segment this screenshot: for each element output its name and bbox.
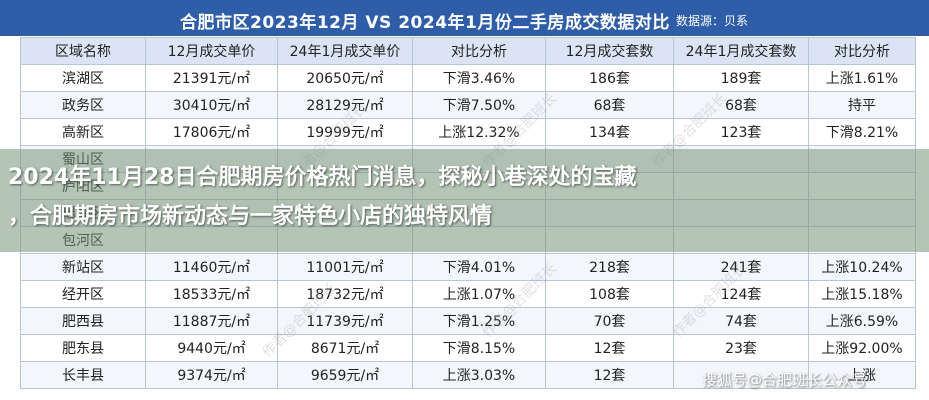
table-cell: 17806元/㎡ [145, 118, 278, 146]
table-row: 长丰县 9374元/㎡ 9659元/㎡ 上涨3.03% 12套 上涨 [20, 361, 916, 389]
column-header: 区域名称 [20, 37, 146, 65]
table-cell: 政务区 [20, 91, 146, 119]
table-cell: 20650元/㎡ [277, 64, 413, 92]
table-cell: 108套 [545, 280, 674, 308]
table-cell: 21391元/㎡ [145, 64, 278, 92]
table-cell: 12套 [545, 334, 674, 362]
table-row: 政务区 30410元/㎡ 28129元/㎡ 下滑7.50% 68套 68套 持平 [20, 91, 916, 119]
table-header-row: 区域名称 12月成交单价 24年1月成交单价 对比分析 12月成交套数 24年1… [20, 37, 916, 65]
table-cell: 218套 [545, 253, 674, 281]
table-cell: 新站区 [20, 253, 146, 281]
table-row: 肥西县 11887元/㎡ 11739元/㎡ 下滑1.25% 70套 74套 上涨6.59% [20, 307, 916, 335]
table-cell: 134套 [545, 118, 674, 146]
table-row: 肥东县 9440元/㎡ 8671元/㎡ 下滑8.15% 12套 23套 上涨92.00% [20, 334, 916, 362]
table-title-bar: 合肥市区2023年12月 VS 2024年1月份二手房成交数据对比 数据源：贝系 [0, 0, 929, 36]
table-cell: 上涨15.18% [808, 280, 916, 308]
column-header: 12月成交单价 [145, 37, 278, 65]
headline: 2024年11月28日合肥期房价格热门消息，探秘小巷深处的宝藏 ，合肥期房市场新… [0, 158, 929, 236]
table-cell: 68套 [545, 91, 674, 119]
table-cell: 241套 [673, 253, 809, 281]
table-cell: 上涨 [808, 361, 916, 389]
table-cell: 上涨3.03% [412, 361, 546, 389]
table-cell: 19999元/㎡ [277, 118, 413, 146]
table-cell: 9659元/㎡ [277, 361, 413, 389]
table-cell [673, 361, 809, 389]
table-cell: 下滑8.15% [412, 334, 546, 362]
table-cell: 11460元/㎡ [145, 253, 278, 281]
table-row: 新站区 11460元/㎡ 11001元/㎡ 下滑4.01% 218套 241套 上涨10.2… [20, 253, 916, 281]
table-cell: 12套 [545, 361, 674, 389]
table-cell: 下滑3.46% [412, 64, 546, 92]
table-cell: 30410元/㎡ [145, 91, 278, 119]
column-header: 24年1月成交套数 [673, 37, 809, 65]
table-cell: 肥东县 [20, 334, 146, 362]
table-cell: 189套 [673, 64, 809, 92]
table-row: 滨湖区 21391元/㎡ 20650元/㎡ 下滑3.46% 186套 189套 上涨1.61… [20, 64, 916, 92]
table-cell: 高新区 [20, 118, 146, 146]
table-cell: 下滑7.50% [412, 91, 546, 119]
table-cell: 23套 [673, 334, 809, 362]
table-cell: 8671元/㎡ [277, 334, 413, 362]
table-cell: 持平 [808, 91, 916, 119]
table-cell: 长丰县 [20, 361, 146, 389]
column-header: 12月成交套数 [545, 37, 674, 65]
headline-line-2: ，合肥期房市场新动态与一家特色小店的独特风情 [8, 204, 493, 229]
table-cell: 186套 [545, 64, 674, 92]
headline-overlay [0, 149, 929, 252]
data-source: 数据源：贝系 [676, 14, 749, 28]
column-header: 对比分析 [412, 37, 546, 65]
table-cell: 上涨92.00% [808, 334, 916, 362]
table-cell: 上涨6.59% [808, 307, 916, 335]
table-cell: 上涨1.61% [808, 64, 916, 92]
table-cell: 11887元/㎡ [145, 307, 278, 335]
table-cell: 下滑1.25% [412, 307, 546, 335]
table-title: 合肥市区2023年12月 VS 2024年1月份二手房成交数据对比 [180, 13, 670, 33]
table-cell: 下滑8.21% [808, 118, 916, 146]
footer-watermark: 搜狐号@合肥班长公众号 [702, 371, 868, 389]
table-cell: 11001元/㎡ [277, 253, 413, 281]
table-cell: 下滑4.01% [412, 253, 546, 281]
table-cell: 18533元/㎡ [145, 280, 278, 308]
table-cell: 上涨12.32% [412, 118, 546, 146]
table-cell: 滨湖区 [20, 64, 146, 92]
table-cell: 9374元/㎡ [145, 361, 278, 389]
column-header: 24年1月成交单价 [277, 37, 413, 65]
table-cell: 9440元/㎡ [145, 334, 278, 362]
table-cell: 68套 [673, 91, 809, 119]
table-cell: 经开区 [20, 280, 146, 308]
column-header: 对比分析 [808, 37, 916, 65]
table-cell: 70套 [545, 307, 674, 335]
table-row: 经开区 18533元/㎡ 18732元/㎡ 上涨1.07% 108套 124套 上涨15.1… [20, 280, 916, 308]
table-cell: 肥西县 [20, 307, 146, 335]
table-cell: 18732元/㎡ [277, 280, 413, 308]
table-cell: 上涨10.24% [808, 253, 916, 281]
table-row: 高新区 17806元/㎡ 19999元/㎡ 上涨12.32% 134套 123套 下滑8.2… [20, 118, 916, 146]
headline-line-1: 2024年11月28日合肥期房价格热门消息，探秘小巷深处的宝藏 [8, 165, 637, 190]
